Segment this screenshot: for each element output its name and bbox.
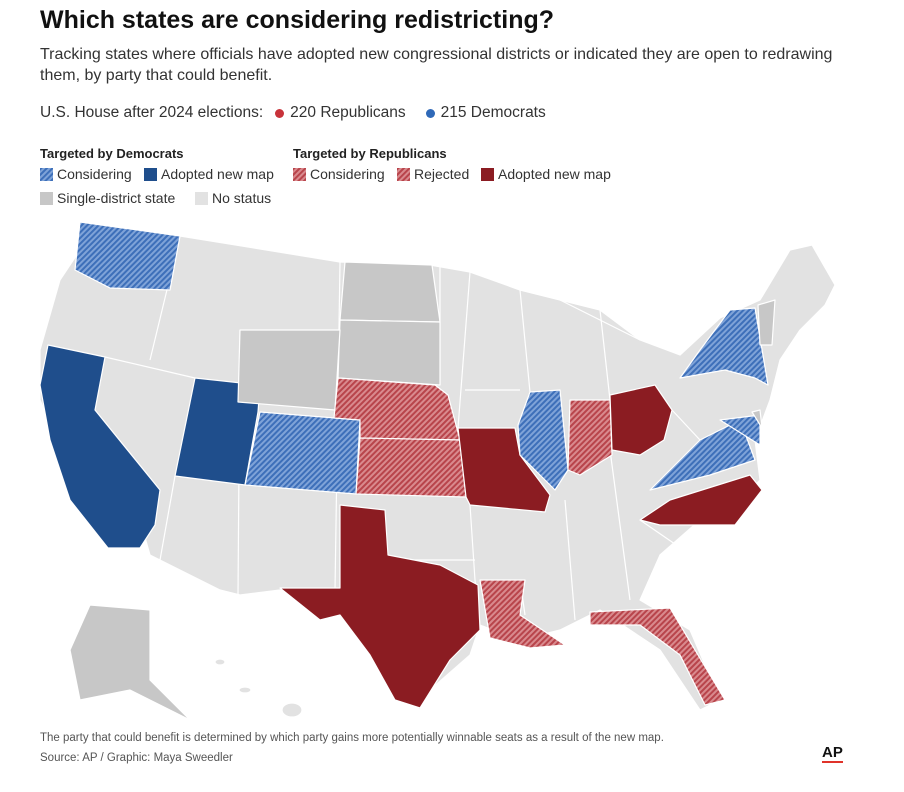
state-louisiana [479,579,566,649]
legend-item: Adopted new map [144,166,274,182]
state-illinois [517,389,569,491]
swatch [144,167,157,181]
legend-item: Single-district state [40,190,175,206]
house-summary: U.S. House after 2024 elections: 220 Rep… [40,104,546,122]
legend-label: Considering [310,166,385,182]
legend-label: Adopted new map [161,166,274,182]
legend-heading: Targeted by Republicans [293,146,447,161]
state-virginia [649,419,756,491]
state-california [39,344,161,549]
rep-dot [275,108,285,118]
state-vermont [757,299,776,346]
state-new-york [679,307,769,386]
state-delaware [751,409,763,429]
map [39,221,836,721]
house-label: U.S. House after 2024 elections: [40,104,264,121]
swatch [481,167,494,181]
legend-label: Considering [57,166,132,182]
state-hawaii [214,658,226,666]
swatch [195,191,208,205]
rep-count: 220 Republicans [290,104,406,121]
subtitle: Tracking states where officials have ado… [40,46,833,84]
state-colorado [244,411,361,495]
legend-label: No status [212,190,272,206]
state-hawaii [281,702,303,718]
swatch [397,167,410,181]
legend-item: Considering [40,166,132,182]
state-alaska [69,604,191,721]
state-maryland [719,414,761,446]
legend-item: Considering [293,166,385,182]
state-kansas [355,437,467,498]
state-hawaii [238,686,252,694]
state-north-carolina [639,474,763,526]
legend-item: Rejected [397,166,469,182]
source: Source: AP / Graphic: Maya Sweedler [40,752,233,764]
legend-item: Adopted new map [481,166,611,182]
swatch [40,191,53,205]
legend-label: Single-district state [57,190,176,206]
legend-label: Adopted new map [498,166,611,182]
dem-dot [425,108,435,118]
legend-label: Rejected [414,166,470,182]
swatch [293,167,306,181]
state-wyoming [237,329,341,411]
state-north-dakota [339,261,441,323]
state-indiana [567,399,613,476]
state-ohio [609,384,673,456]
swatch [40,167,53,181]
state-missouri [457,427,551,513]
footnote: The party that could benefit is determin… [40,732,664,744]
state-texas [279,504,481,709]
state-florida [589,607,726,706]
legend-item: No status [195,190,271,206]
title: Which states are considering redistricti… [40,6,555,34]
state-washington [74,221,181,291]
legend-heading: Targeted by Democrats [40,146,184,161]
state-south-dakota [337,319,441,386]
dem-count: 215 Democrats [440,104,546,121]
logo: AP [822,744,843,763]
